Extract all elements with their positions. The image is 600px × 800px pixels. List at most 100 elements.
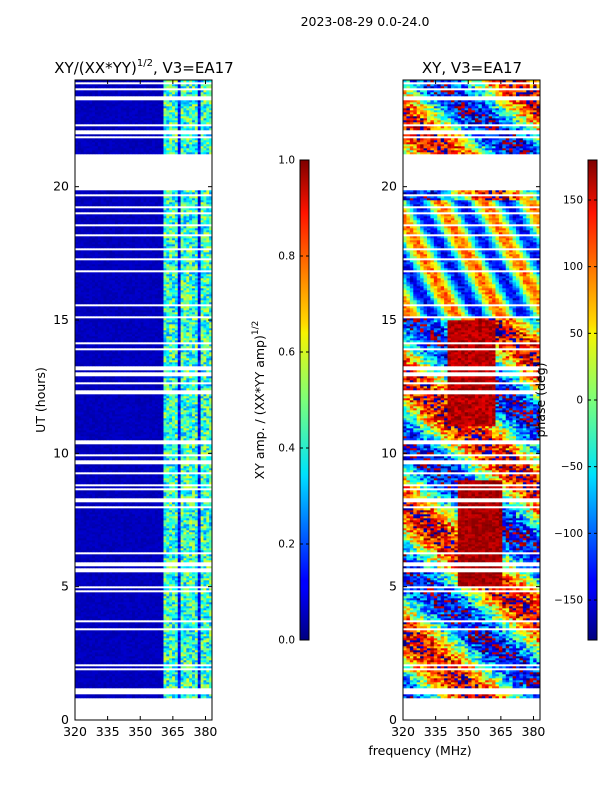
amplitude-cell [120, 574, 124, 577]
amplitude-cell [83, 670, 87, 673]
amplitude-cell [186, 682, 190, 685]
amplitude-cell [129, 486, 133, 489]
amplitude-cell [163, 528, 167, 531]
amplitude-cell [157, 614, 161, 617]
amplitude-cell [77, 656, 82, 659]
amplitude-cell [126, 516, 130, 519]
amplitude-cell [152, 544, 156, 547]
amplitude-cell [75, 538, 79, 541]
amplitude-cell [106, 574, 110, 577]
amplitude-cell [134, 598, 139, 601]
amplitude-cell [203, 492, 207, 495]
amplitude-cell [197, 474, 201, 477]
amplitude-cell [160, 594, 164, 597]
amplitude-cell [77, 574, 82, 577]
amplitude-cell [169, 456, 173, 459]
amplitude-cell [200, 494, 204, 497]
amplitude-cell [109, 558, 113, 561]
amplitude-cell [137, 652, 141, 655]
amplitude-cell [206, 678, 210, 681]
amplitude-cell [203, 524, 207, 527]
amplitude-cell [174, 492, 179, 495]
amplitude-cell [186, 574, 190, 577]
amplitude-cell [103, 594, 107, 597]
amplitude-cell [163, 694, 167, 697]
amplitude-cell [83, 574, 87, 577]
amplitude-cell [89, 666, 93, 669]
amplitude-cell [206, 644, 210, 647]
amplitude-cell [189, 660, 193, 663]
amplitude-cell [157, 496, 161, 499]
amplitude-cell [146, 470, 150, 473]
amplitude-cell [172, 490, 176, 493]
amplitude-cell [183, 518, 187, 521]
amplitude-cell [174, 630, 179, 633]
amplitude-cell [160, 680, 164, 683]
amplitude-cell [206, 450, 210, 453]
amplitude-cell [126, 536, 130, 539]
amplitude-cell [166, 602, 170, 605]
amplitude-cell [209, 526, 212, 529]
amplitude-cell [137, 642, 141, 645]
amplitude-cell [134, 496, 139, 499]
amplitude-cell [123, 660, 127, 663]
amplitude-cell [152, 686, 156, 689]
amplitude-cell [75, 674, 79, 677]
amplitude-cell [80, 624, 84, 627]
amplitude-cell [177, 480, 181, 483]
amplitude-cell [194, 658, 199, 661]
amplitude-cell [203, 448, 207, 451]
amplitude-cell [180, 640, 184, 643]
amplitude-cell [163, 566, 167, 569]
amplitude-cell [189, 538, 193, 541]
amplitude-cell [209, 520, 212, 523]
amplitude-cell [209, 646, 212, 649]
amplitude-cell [149, 606, 153, 609]
amplitude-cell [109, 630, 113, 633]
amplitude-cell [120, 614, 124, 617]
amplitude-cell [209, 518, 212, 521]
amplitude-cell [103, 696, 107, 699]
amplitude-cell [134, 658, 139, 661]
amplitude-cell [146, 456, 150, 459]
amplitude-cell [94, 592, 99, 595]
amplitude-cell [75, 658, 79, 661]
amplitude-cell [203, 592, 207, 595]
amplitude-cell [103, 636, 107, 639]
amplitude-cell [120, 474, 124, 477]
amplitude-cell [143, 476, 147, 479]
amplitude-cell [83, 682, 87, 685]
amplitude-cell [117, 566, 121, 569]
amplitude-cell [109, 526, 113, 529]
amplitude-cell [189, 582, 193, 585]
amplitude-cell [194, 650, 199, 653]
amplitude-cell [203, 554, 207, 557]
amplitude-cell [149, 476, 153, 479]
amplitude-cell [172, 534, 176, 537]
amplitude-cell [97, 444, 101, 447]
amplitude-cell [109, 490, 113, 493]
amplitude-cell [126, 476, 130, 479]
amplitude-cell [152, 466, 156, 469]
amplitude-cell [186, 464, 190, 467]
amplitude-cell [146, 686, 150, 689]
amplitude-cell [89, 510, 93, 513]
amplitude-cell [114, 534, 119, 537]
amplitude-cell [209, 558, 212, 561]
amplitude-cell [114, 596, 119, 599]
amplitude-cell [169, 476, 173, 479]
amplitude-cell [123, 526, 127, 529]
amplitude-cell [117, 618, 121, 621]
amplitude-cell [177, 536, 181, 539]
amplitude-cell [157, 674, 161, 677]
amplitude-cell [80, 492, 84, 495]
amplitude-cell [97, 490, 101, 493]
amplitude-cell [77, 554, 82, 557]
amplitude-cell [97, 494, 101, 497]
amplitude-cell [183, 560, 187, 563]
amplitude-cell [132, 510, 136, 513]
amplitude-cell [154, 502, 159, 505]
amplitude-cell [197, 486, 201, 489]
amplitude-cell [200, 482, 204, 485]
amplitude-cell [203, 518, 207, 521]
